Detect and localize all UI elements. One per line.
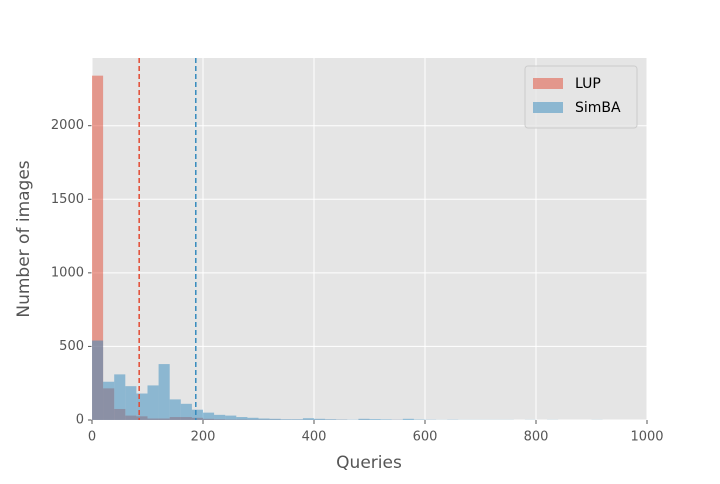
bar [214, 415, 225, 420]
bar [292, 419, 303, 420]
bar [159, 364, 170, 420]
y-axis-label: Number of images [14, 160, 34, 317]
bar [403, 419, 414, 420]
bar [358, 419, 369, 420]
bar [314, 419, 325, 420]
y-tick-label: 1000 [51, 265, 84, 280]
bar [381, 419, 392, 420]
bar [225, 416, 236, 420]
bar [259, 419, 270, 420]
legend-label: SimBA [575, 100, 621, 116]
bar [92, 341, 103, 420]
x-tick-label: 800 [524, 430, 549, 445]
bar [236, 417, 247, 420]
bar [281, 419, 292, 420]
bar [303, 418, 314, 420]
bar [125, 386, 136, 420]
bar [247, 418, 258, 420]
y-tick-label: 1500 [51, 192, 84, 207]
bar [114, 374, 125, 420]
bar [370, 419, 381, 420]
x-tick-label: 600 [413, 430, 438, 445]
x-tick-label: 1000 [630, 430, 663, 445]
legend-label: LUP [575, 76, 601, 92]
y-tick-label: 2000 [51, 118, 84, 133]
y-tick-label: 500 [59, 339, 84, 354]
x-axis-label: Queries [336, 453, 402, 473]
bar [103, 382, 114, 420]
legend-swatch [533, 102, 563, 113]
x-tick-label: 400 [302, 430, 327, 445]
bar [270, 419, 281, 420]
bar [192, 410, 203, 420]
bar [148, 385, 159, 420]
bar [203, 413, 214, 420]
bar [181, 404, 192, 420]
legend-swatch [533, 78, 563, 89]
y-tick-label: 0 [76, 413, 84, 428]
bar [136, 394, 147, 420]
bar [170, 399, 181, 420]
bar [325, 419, 336, 420]
x-tick-label: 0 [88, 430, 96, 445]
x-tick-label: 200 [191, 430, 216, 445]
